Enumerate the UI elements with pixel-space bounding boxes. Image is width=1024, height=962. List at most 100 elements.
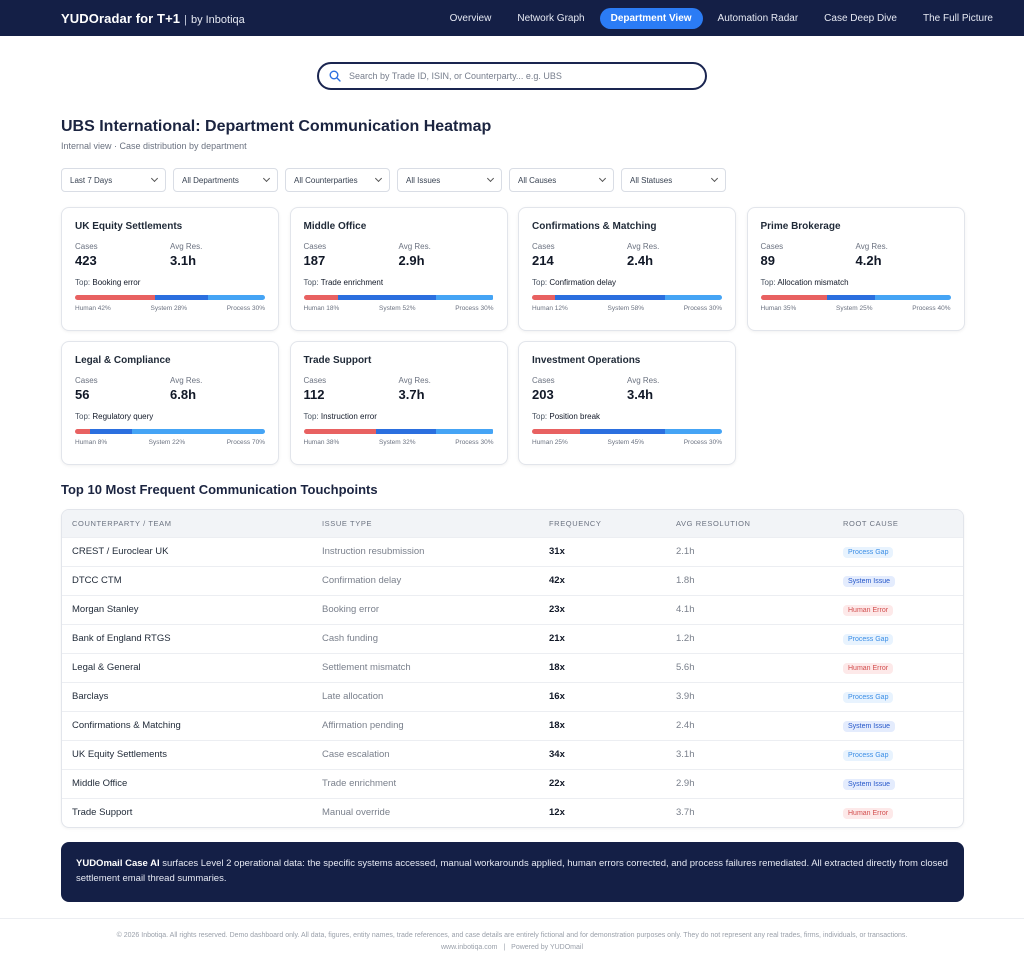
chevron-down-icon [150,174,159,183]
department-card-middle-office[interactable]: Middle Office Cases 187 Avg Res. 2.9h Top: Tr… [289,207,508,331]
filter-dropdown-all-issues[interactable]: All Issues [397,168,502,192]
counterparty-cell: Trade Support [62,797,312,827]
frequency-cell: 18x [539,652,666,682]
root-cause-badge: System Issue [843,720,896,732]
stat-row: Cases 423 Avg Res. 3.1h [75,242,265,268]
cause-distribution-labels: Human 35% System 25% Process 40% [761,305,951,312]
top-issue-value: Confirmation delay [549,278,617,287]
chevron-down-icon [262,174,271,183]
cases-label: Cases [303,242,327,251]
stat-row: Cases 187 Avg Res. 2.9h [304,242,494,268]
system-segment [375,429,437,434]
department-card-confirmations-and-matching[interactable]: Confirmations & Matching Cases 214 Avg Res.… [518,207,736,331]
table-row[interactable]: Confirmations & Matching Affirmation pend… [62,710,963,740]
top-issue-value: Regulatory query [92,412,154,421]
frequency-cell: 31x [539,536,666,566]
root-cause-badge: Human Error [843,807,894,819]
system-segment [827,295,875,300]
avg-resolution-cell: 3.7h [666,797,833,827]
filter-dropdown-all-causes[interactable]: All Causes [509,168,614,192]
footer: © 2026 Inbotiqa. All rights reserved. De… [0,930,1024,954]
brand-name: YUDOradar for T+1 [61,10,181,26]
column-header-issue-type[interactable]: ISSUE TYPE [312,510,539,537]
table-row[interactable]: Bank of England RTGS Cash funding 21x 1.2h P… [62,623,963,653]
nav-link-network-graph[interactable]: Network Graph [517,12,585,24]
department-name: Confirmations & Matching [532,221,657,232]
top-issue: Top: Position break [532,412,722,421]
search-bar[interactable] [317,62,707,90]
department-card-legal-and-compliance[interactable]: Legal & Compliance Cases 56 Avg Res. 6.8h Top… [61,341,279,465]
filter-dropdown-all-counterparties[interactable]: All Counterparties [285,168,390,192]
table-row[interactable]: CREST / Euroclear UK Instruction resubmis… [62,536,963,566]
counterparty-cell: Confirmations & Matching [62,710,312,740]
root-cause-cell: System Issue [833,565,963,595]
table-row[interactable]: Barclays Late allocation 16x 3.9h Process Ga… [62,681,963,711]
process-segment [131,429,265,434]
avg-res-label: Avg Res. [627,242,660,251]
column-header-avg-resolution[interactable]: AVG RESOLUTION [666,510,833,537]
filter-label: All Issues [406,175,441,185]
footer-separator: | [503,944,506,951]
department-card-prime-brokerage[interactable]: Prime Brokerage Cases 89 Avg Res. 4.2h Top: A… [746,207,965,331]
filter-dropdown-all-departments[interactable]: All Departments [173,168,278,192]
table-row[interactable]: Trade Support Manual override 12x 3.7h Human… [62,797,963,827]
root-cause-badge: Process Gap [843,546,894,558]
cases-label: Cases [303,376,327,385]
top-navbar: YUDOradar for T+1 | by Inbotiqa Overview… [0,0,1024,36]
issue-type-cell: Cash funding [312,623,539,653]
nav-link-case-deep-dive[interactable]: Case Deep Dive [824,12,897,24]
column-header-counterparty[interactable]: COUNTERPARTY / TEAM [62,510,312,537]
department-card-uk-equity-settlements[interactable]: UK Equity Settlements Cases 423 Avg Res. 3.1… [61,207,279,331]
avg-res-label: Avg Res. [398,242,431,251]
column-header-root-cause[interactable]: ROOT CAUSE [833,510,963,537]
filter-dropdown-all-statuses[interactable]: All Statuses [621,168,726,192]
cases-stat: Cases 423 [75,242,170,268]
cases-stat: Cases 56 [75,376,170,402]
human-share-label: Human 42% [75,305,111,312]
avg-res-value: 2.9h [398,253,425,268]
avg-res-stat: Avg Res. 2.9h [399,242,494,268]
counterparty-cell: Legal & General [62,652,312,682]
nav-link-overview[interactable]: Overview [449,12,492,24]
table-row[interactable]: Legal & General Settlement mismatch 18x 5.6… [62,652,963,682]
table-row[interactable]: Middle Office Trade enrichment 22x 2.9h Syst… [62,768,963,798]
issue-type-cell: Manual override [312,797,539,827]
top-issue: Top: Regulatory query [75,412,265,421]
column-header-frequency[interactable]: FREQUENCY [539,510,666,537]
issue-type-cell: Case escalation [312,739,539,769]
table-row[interactable]: DTCC CTM Confirmation delay 42x 1.8h System … [62,565,963,595]
root-cause-badge: Process Gap [843,691,894,703]
table-row[interactable]: Morgan Stanley Booking error 23x 4.1h Human … [62,594,963,624]
root-cause-cell: System Issue [833,710,963,740]
department-card-trade-support[interactable]: Trade Support Cases 112 Avg Res. 3.7h Top: In… [289,341,508,465]
brand[interactable]: YUDOradar for T+1 | by Inbotiqa [61,11,245,26]
avg-res-value: 4.2h [855,253,882,268]
table-row[interactable]: UK Equity Settlements Case escalation 34x 3… [62,739,963,769]
cases-value: 423 [75,253,97,268]
filter-dropdown-last-7-days[interactable]: Last 7 Days [61,168,166,192]
process-share-label: Process 70% [226,439,265,446]
human-share-label: Human 18% [303,305,340,312]
cases-value: 187 [303,253,326,268]
human-segment [532,295,555,300]
counterparty-cell: Barclays [62,681,312,711]
search-input[interactable] [349,71,679,81]
nav-link-automation-radar[interactable]: Automation Radar [717,12,799,24]
cases-stat: Cases 214 [532,242,627,268]
avg-resolution-cell: 1.8h [666,565,833,595]
filter-label: All Departments [182,175,239,185]
human-segment [75,295,155,300]
frequency-cell: 22x [539,768,666,798]
root-cause-cell: Process Gap [833,536,963,566]
nav-link-department-view[interactable]: Department View [599,7,703,29]
department-card-investment-operations[interactable]: Investment Operations Cases 203 Avg Res. 3.4… [518,341,736,465]
cause-distribution-bar [303,295,494,300]
info-banner: YUDOmail Case AI surfaces Level 2 operat… [61,842,964,902]
cases-label: Cases [532,376,555,385]
system-segment [337,295,437,300]
chevron-down-icon [598,174,607,183]
touchpoints-title: Top 10 Most Frequent Communication Touch… [61,482,378,497]
footer-site-link[interactable]: www.inbotiqa.com [441,944,498,951]
page-subtitle: Internal view · Case distribution by dep… [61,141,247,151]
nav-link-the-full-picture[interactable]: The Full Picture [922,12,993,24]
